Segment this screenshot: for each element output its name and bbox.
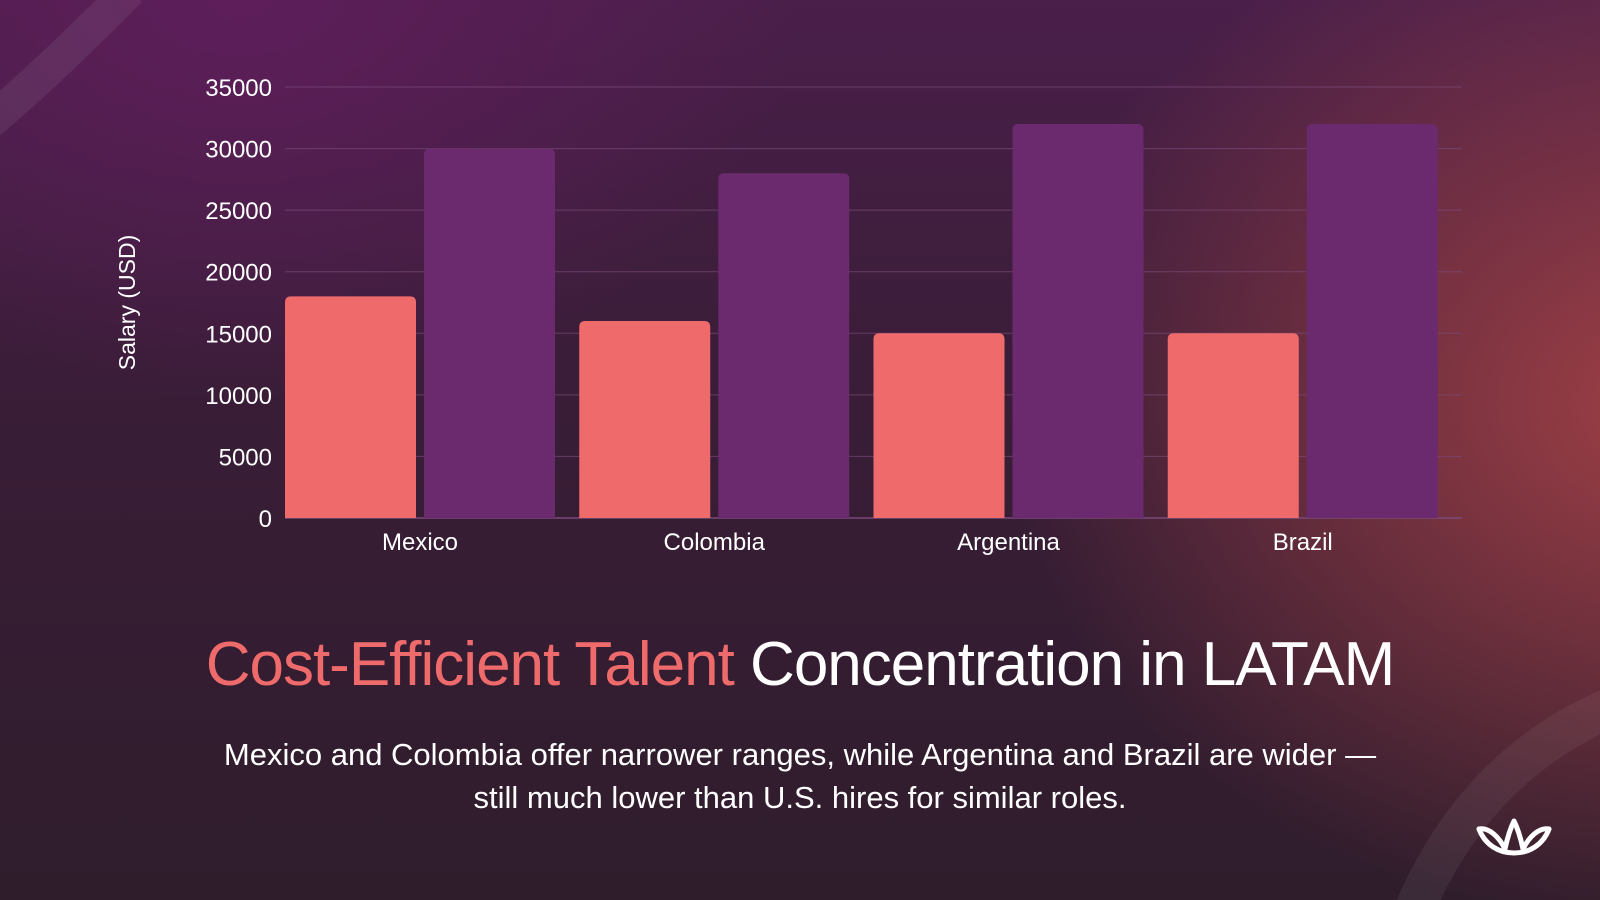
bar-mexico-series-1 [285, 296, 416, 518]
y-tick-label: 20000 [205, 260, 272, 287]
title-rest: Concentration in LATAM [750, 630, 1395, 699]
bar-brazil-series-2 [1306, 123, 1438, 518]
chart-canvas: 0 5000 10000 15000 20000 25000 30000 35000 Salar… [114, 75, 1462, 556]
y-tick-label: 0 [259, 506, 272, 533]
subtitle: Mexico and Colombia offer narrower range… [100, 733, 1500, 819]
x-tick-label: Argentina [957, 529, 1060, 556]
y-tick-label: 35000 [205, 75, 272, 102]
page-title: Cost-Efficient Talent Concentration in L… [0, 630, 1600, 700]
bar-mexico-series-2 [424, 148, 555, 519]
y-tick-label: 10000 [205, 383, 272, 410]
subtitle-line-2: still much lower than U.S. hires for sim… [473, 780, 1127, 815]
bar-argentina-series-1 [873, 333, 1005, 518]
y-tick-label: 25000 [205, 198, 272, 225]
bar-argentina-series-2 [1012, 123, 1144, 518]
bar-colombia-series-2 [718, 173, 850, 518]
y-tick-label: 5000 [219, 444, 272, 471]
x-tick-label: Colombia [664, 529, 766, 556]
y-tick-label: 30000 [205, 137, 272, 164]
subtitle-line-1: Mexico and Colombia offer narrower range… [223, 737, 1377, 772]
x-tick-label: Mexico [382, 529, 458, 556]
title-accent: Cost-Efficient Talent [205, 630, 735, 699]
x-tick-label: Brazil [1273, 529, 1333, 556]
y-axis-title: Salary (USD) [114, 235, 140, 370]
brand-logo-icon [1476, 818, 1552, 856]
bar-brazil-series-1 [1167, 333, 1299, 518]
salary-bar-chart: 0 5000 10000 15000 20000 25000 30000 35000 Salar… [114, 75, 1462, 556]
y-tick-label: 15000 [205, 321, 272, 348]
bar-colombia-series-1 [579, 320, 711, 518]
